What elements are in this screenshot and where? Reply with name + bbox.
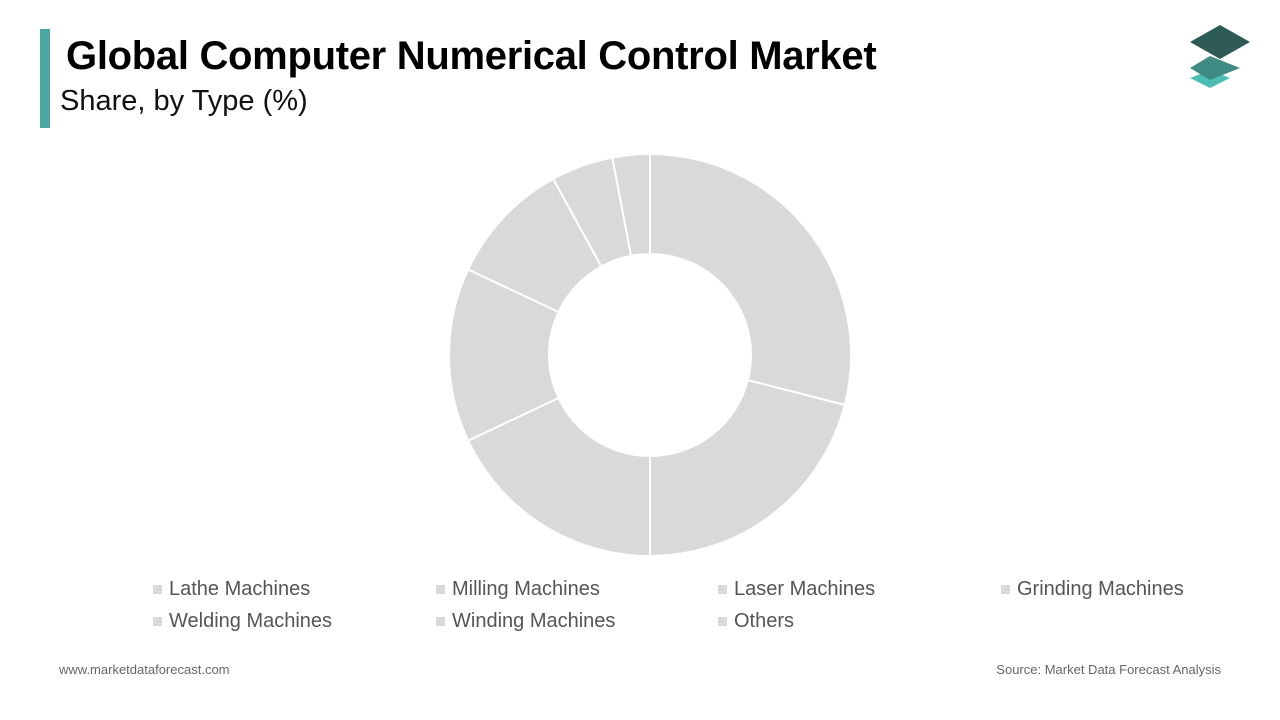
donut-slice-milling-machines — [649, 378, 846, 558]
donut-slice-lathe-machines — [649, 152, 852, 407]
legend-label: Others — [734, 610, 795, 632]
logo-layer-top — [1190, 25, 1250, 59]
page-title: Global Computer Numerical Control Market — [66, 34, 877, 78]
legend-swatch — [436, 617, 445, 626]
legend-label: Laser Machines — [734, 578, 876, 600]
legend-item-welding-machines: Welding Machines — [153, 610, 332, 633]
legend-swatch — [718, 617, 727, 626]
donut-slice-others — [611, 152, 651, 257]
legend-item-milling-machines: Milling Machines — [436, 578, 600, 601]
page-subtitle: Share, by Type (%) — [60, 85, 308, 117]
legend-label: Winding Machines — [452, 610, 616, 632]
legend-swatch — [153, 585, 162, 594]
legend-swatch — [153, 617, 162, 626]
legend-label: Milling Machines — [452, 578, 600, 600]
stacked-layers-logo-icon — [1190, 25, 1250, 88]
donut-slice-laser-machines — [466, 396, 651, 558]
legend-item-laser-machines: Laser Machines — [718, 578, 875, 601]
legend-label: Welding Machines — [169, 610, 333, 632]
title-accent-bar — [40, 29, 50, 128]
legend-swatch — [1001, 585, 1010, 594]
legend-swatch — [436, 585, 445, 594]
legend-label: Grinding Machines — [1017, 578, 1184, 600]
footer-source: Source: Market Data Forecast Analysis — [996, 662, 1221, 677]
footer-website: www.marketdataforecast.com — [59, 662, 230, 677]
legend-item-lathe-machines: Lathe Machines — [153, 578, 310, 601]
legend-item-others: Others — [718, 610, 794, 633]
legend-item-grinding-machines: Grinding Machines — [1001, 578, 1184, 601]
legend-item-winding-machines: Winding Machines — [436, 610, 615, 633]
legend-label: Lathe Machines — [169, 578, 311, 600]
logo-layer-middle — [1190, 56, 1240, 80]
legend-swatch — [718, 585, 727, 594]
donut-chart — [448, 152, 852, 558]
